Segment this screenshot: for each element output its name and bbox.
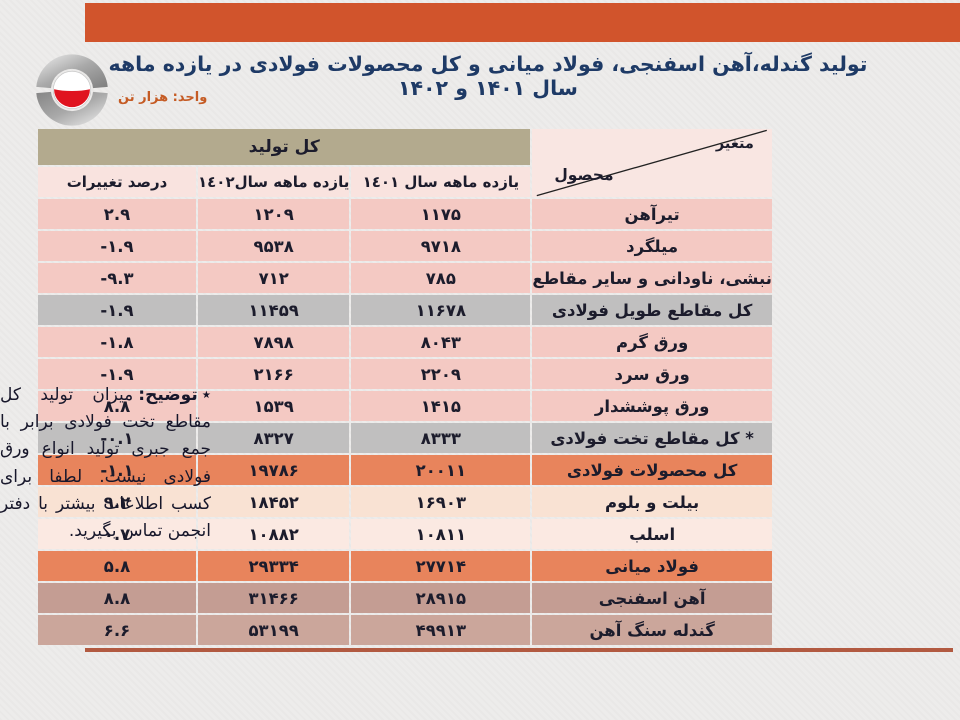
value-1401: ۲۷۷۱۴ <box>351 551 531 581</box>
value-1401: ۱۶۹۰۳ <box>351 487 531 517</box>
value-1401: ۷۸۵ <box>351 263 531 293</box>
value-1402: ۹۵۳۸ <box>198 231 350 261</box>
value-1402: ۷۸۹۸ <box>198 327 350 357</box>
percent-change: -۱.۹ <box>38 359 196 389</box>
value-1401: ۲۰۰۱۱ <box>351 455 531 485</box>
table-row-total: کل محصولات فولادی ۲۰۰۱۱ ۱۹۷۸۶ -۱.۱ <box>38 455 772 485</box>
product-label: تیرآهن <box>532 199 772 229</box>
product-label: کل مقاطع طویل فولادی <box>532 295 772 325</box>
value-1401: ۸۳۳۳ <box>351 423 531 453</box>
value-1402: ۸۳۲۷ <box>198 423 350 453</box>
page-title: تولید گندله،آهن اسفنجی، فولاد میانی و کل… <box>108 52 868 100</box>
table-row-subtotal: * کل مقاطع تخت فولادی ۸۳۳۳ ۸۳۲۷ -۰.۱ <box>38 423 772 453</box>
note-body: میزان تولید کل مقاطع تخت فولادی برابر با… <box>0 385 211 541</box>
product-label: کل محصولات فولادی <box>532 455 772 485</box>
percent-change: ۶.۶ <box>38 615 196 645</box>
product-label: گندله سنگ آهن <box>532 615 772 645</box>
value-1402: ۱۱۴۵۹ <box>198 295 350 325</box>
percent-change: ۸.۸ <box>38 583 196 613</box>
product-label: ورق سرد <box>532 359 772 389</box>
table-row: تیرآهن ۱۱۷۵ ۱۲۰۹ ۲.۹ <box>38 199 772 229</box>
value-1402: ۲۹۳۳۴ <box>198 551 350 581</box>
table-row-subtotal: کل مقاطع طویل فولادی ۱۱۶۷۸ ۱۱۴۵۹ -۱.۹ <box>38 295 772 325</box>
table-row: آهن اسفنجی ۲۸۹۱۵ ۳۱۴۶۶ ۸.۸ <box>38 583 772 613</box>
corner-product-label: محصول <box>554 166 614 184</box>
diagonal-divider <box>532 129 772 197</box>
value-1401: ۱۱۷۵ <box>351 199 531 229</box>
percent-change: -۹.۳ <box>38 263 196 293</box>
value-1402: ۷۱۲ <box>198 263 350 293</box>
value-1402: ۱۹۷۸۶ <box>198 455 350 485</box>
corner-variable-label: متغیر <box>715 136 754 152</box>
percent-change: -۱.۹ <box>38 295 196 325</box>
table-row: ورق پوششدار ۱۴۱۵ ۱۵۳۹ ۸.۸ <box>38 391 772 421</box>
percent-change: ۰.۷ <box>38 519 196 549</box>
group-header-total-production: کل تولید <box>38 129 531 165</box>
value-1402: ۱۲۰۹ <box>198 199 350 229</box>
value-1401: ۱۴۱۵ <box>351 391 531 421</box>
note-label: توضیح: <box>138 385 198 405</box>
percent-change: -۱.۹ <box>38 231 196 261</box>
value-1401: ۲۸۹۱۵ <box>351 583 531 613</box>
product-label: ورق پوششدار <box>532 391 772 421</box>
table-row: ورق سرد ۲۲۰۹ ۲۱۶۶ -۱.۹ <box>38 359 772 389</box>
table-row: گندله سنگ آهن ۴۹۹۱۳ ۵۳۱۹۹ ۶.۶ <box>38 615 772 645</box>
value-1402: ۲۱۶۶ <box>198 359 350 389</box>
value-1401: ۹۷۱۸ <box>351 231 531 261</box>
value-1401: ۱۰۸۱۱ <box>351 519 531 549</box>
value-1401: ۸۰۴۳ <box>351 327 531 357</box>
explanation-note: ٭توضیح:میزان تولید کل مقاطع تخت فولادی ب… <box>0 382 211 545</box>
percent-change: ۸.۸ <box>38 391 196 421</box>
column-header-percent-change: درصد تغییرات <box>38 167 196 197</box>
value-1401: ۱۱۶۷۸ <box>351 295 531 325</box>
percent-change: ۵.۸ <box>38 551 196 581</box>
product-label: آهن اسفنجی <box>532 583 772 613</box>
steel-association-logo <box>36 54 108 126</box>
table-row: نبشی، ناودانی و سایر مقاطع ۷۸۵ ۷۱۲ -۹.۳ <box>38 263 772 293</box>
table-row: ورق گرم ۸۰۴۳ ۷۸۹۸ -۱.۸ <box>38 327 772 357</box>
product-label: فولاد میانی <box>532 551 772 581</box>
table-row: اسلب ۱۰۸۱۱ ۱۰۸۸۲ ۰.۷ <box>38 519 772 549</box>
table-row: بیلت و بلوم ۱۶۹۰۳ ۱۸۴۵۲ ۹.۲ <box>38 487 772 517</box>
product-label: نبشی، ناودانی و سایر مقاطع <box>532 263 772 293</box>
value-1402: ۱۰۸۸۲ <box>198 519 350 549</box>
table-row-total: فولاد میانی ۲۷۷۱۴ ۲۹۳۳۴ ۵.۸ <box>38 551 772 581</box>
unit-label: واحد: هزار تن <box>118 90 208 105</box>
product-label: میلگرد <box>532 231 772 261</box>
value-1401: ۲۲۰۹ <box>351 359 531 389</box>
product-label: * کل مقاطع تخت فولادی <box>532 423 772 453</box>
percent-change: ۲.۹ <box>38 199 196 229</box>
bottom-divider-line <box>85 648 953 652</box>
percent-change: -۱.۱ <box>38 455 196 485</box>
value-1402: ۳۱۴۶۶ <box>198 583 350 613</box>
value-1402: ۱۸۴۵۲ <box>198 487 350 517</box>
percent-change: -۱.۸ <box>38 327 196 357</box>
percent-change: -۰.۱ <box>38 423 196 453</box>
note-asterisk: ٭ <box>201 385 211 405</box>
percent-change: ۹.۲ <box>38 487 196 517</box>
value-1402: ۱۵۳۹ <box>198 391 350 421</box>
production-table: محصول متغیر کل تولید یازده ماهه سال ۱٤۰۱… <box>36 127 774 647</box>
table-row: میلگرد ۹۷۱۸ ۹۵۳۸ -۱.۹ <box>38 231 772 261</box>
value-1401: ۴۹۹۱۳ <box>351 615 531 645</box>
column-header-1402: یازده ماهه سال۱٤۰۲ <box>198 167 350 197</box>
product-label: اسلب <box>532 519 772 549</box>
product-label: بیلت و بلوم <box>532 487 772 517</box>
column-header-1401: یازده ماهه سال ۱٤۰۱ <box>351 167 531 197</box>
corner-header-cell: محصول متغیر <box>532 129 772 197</box>
value-1402: ۵۳۱۹۹ <box>198 615 350 645</box>
top-accent-bar <box>85 3 960 42</box>
product-label: ورق گرم <box>532 327 772 357</box>
